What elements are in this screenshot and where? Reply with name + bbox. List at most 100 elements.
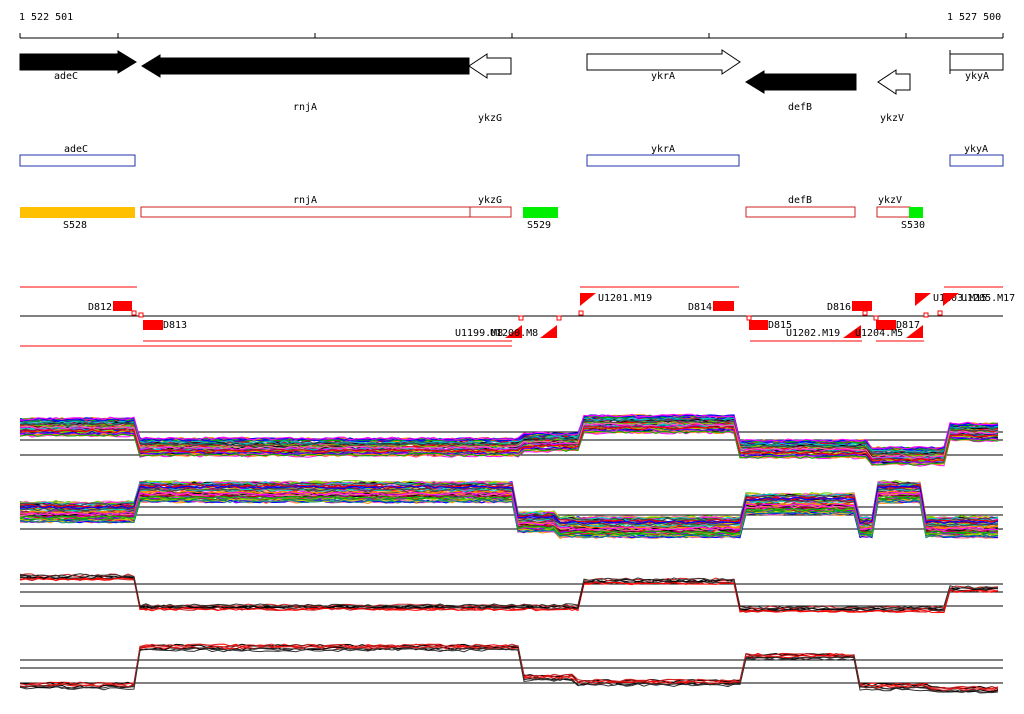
expression-trace [19,491,999,531]
features-track: D812 D814 D816 U1201.M19 U1203.M15 U1205… [20,286,1015,347]
feature-label: D815 [768,320,792,331]
feature-U1199.M8[interactable]: U1199.M8 [455,325,522,339]
minus-box-label: ykzG [478,195,502,206]
panel-1-traces [19,413,999,467]
minus-box-label: defB [788,195,812,206]
feature-U1202.M19[interactable]: U1202.M19 [786,325,861,339]
expression-panel-4 [19,643,1003,694]
feature-label: U1200.M8 [490,328,538,339]
expression-trace [19,573,999,610]
segment-S528[interactable]: S528 [20,207,135,231]
gene-arrow-ykzG[interactable]: ykzG [468,53,512,124]
ruler-axis [19,33,1004,39]
expression-trace [19,413,999,450]
expression-trace [19,414,999,450]
feature-D817[interactable]: D817 [876,320,920,331]
plus-box-ykrA[interactable]: ykrA [586,144,740,167]
minus-box-ykzV[interactable]: ykzV [876,195,911,218]
expression-trace [19,643,999,690]
feature-D814[interactable]: D814 [688,301,734,313]
feature-D816[interactable]: D816 [827,301,872,313]
gene-arrow-defB[interactable]: defB [745,70,857,113]
minus-strand-gene-boxes: rnjA ykzG defB ykzV [140,195,911,218]
feature-label: D816 [827,302,851,313]
gene-label: ykzV [880,113,904,124]
expression-trace [19,647,999,694]
minus-box-label: ykzV [878,195,902,206]
minus-box-rnjA[interactable]: rnjA [140,195,471,218]
gene-label: ykzG [478,113,502,124]
gene-arrow-rnjA[interactable]: rnjA [141,54,470,113]
ruler-start-label: 1 522 501 [19,12,74,23]
expression-panels [19,413,1003,694]
expression-trace [19,426,999,463]
feature-D813[interactable]: D813 [143,320,187,331]
gene-arrow-ykyA[interactable]: ykyA [949,50,1004,82]
segment-S529[interactable]: S529 [523,207,558,231]
plus-box-label: ykyA [964,144,988,155]
ruler-end-label: 1 527 500 [947,12,1002,23]
expression-trace [19,487,999,527]
feature-U1204.M5[interactable]: U1204.M5 [855,325,923,339]
feature-label: D813 [163,320,187,331]
minus-box-ykzG[interactable]: ykzG [469,195,512,218]
feature-U1200.M8[interactable]: U1200.M8 [490,325,557,339]
expression-trace [19,430,999,467]
plus-box-label: ykrA [651,144,675,155]
feature-label: U1201.M19 [598,293,652,304]
feature-U1203.M15[interactable]: U1203.M15 [915,293,987,306]
gene-label: ykyA [965,71,989,82]
expression-trace [19,646,999,693]
feature-label: U1204.M5 [855,328,903,339]
expression-trace [19,425,999,462]
expression-trace [19,577,999,614]
plus-box-adeC[interactable]: adeC [19,144,136,167]
feature-U1201.M19[interactable]: U1201.M19 [580,293,652,306]
feature-label: U1203.M15 [933,293,987,304]
feature-label: D817 [896,320,920,331]
plus-box-label: adeC [64,144,88,155]
feature-label: D812 [88,302,112,313]
small-markers [131,310,943,321]
feature-label: U1202.M19 [786,328,840,339]
segment-label: S529 [527,220,551,231]
segment-label: S530 [901,220,925,231]
gene-arrow-ykrA[interactable]: ykrA [586,49,741,82]
panel-2-traces [19,480,999,539]
expression-panel-3 [19,573,1003,614]
expression-trace [19,643,999,690]
expression-trace [19,496,999,536]
segment-label: S528 [63,220,87,231]
plus-box-ykyA[interactable]: ykyA [949,144,1004,167]
expression-trace [19,497,999,537]
expression-trace [19,573,999,610]
expression-trace [19,485,999,525]
gene-arrows-track: adeC rnjA ykzG ykrA defB ykzV ykyA [19,49,1004,124]
gene-label: defB [788,102,812,113]
expression-trace [19,417,999,454]
gene-arrow-adeC[interactable]: adeC [19,50,137,82]
expression-panel-1 [19,413,1003,467]
segment-S530[interactable]: S530 [901,207,925,231]
expression-trace [19,490,999,530]
expression-trace [19,499,999,539]
segments-track: S528 S529 S530 [20,207,925,231]
gene-arrow-ykzV[interactable]: ykzV [877,69,911,124]
expression-trace [19,430,999,466]
feature-U1205.M17[interactable]: U1205.M17 [943,293,1015,306]
expression-trace [19,497,999,537]
feature-label: D814 [688,302,712,313]
expression-trace [19,498,999,538]
minus-box-defB[interactable]: defB [745,195,856,218]
feature-D812[interactable]: D812 [88,301,132,313]
expression-trace [19,495,999,535]
gene-label: rnjA [293,102,317,113]
expression-panel-2 [19,480,1003,539]
feature-D815[interactable]: D815 [749,320,792,331]
panel-3-traces [19,573,999,614]
expression-trace [19,483,999,523]
minus-box-label: rnjA [293,195,317,206]
expression-trace [19,419,999,456]
expression-trace [19,496,999,536]
gene-label: ykrA [651,71,675,82]
